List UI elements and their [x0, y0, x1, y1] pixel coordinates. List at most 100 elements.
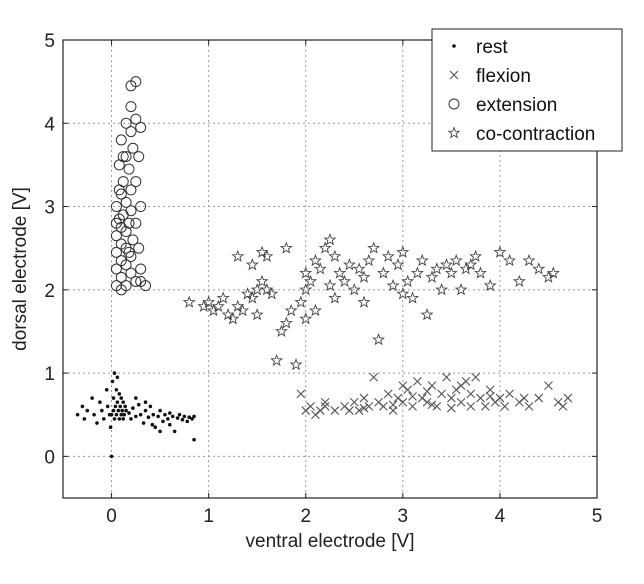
legend-label-co-contraction: co-contraction — [476, 124, 595, 145]
extension-point — [127, 234, 139, 246]
rest-point — [111, 396, 116, 400]
y-tick-label: 3 — [44, 198, 55, 219]
rest-point — [143, 408, 148, 413]
co-contraction-point — [226, 312, 240, 325]
rest-point — [150, 422, 155, 427]
extension-point — [123, 246, 135, 258]
flexion-point — [485, 392, 495, 401]
co-contraction-point — [265, 287, 279, 300]
rest-point — [143, 400, 148, 405]
rest-point — [153, 425, 158, 430]
co-contraction-point — [381, 249, 395, 263]
rest-point — [82, 417, 87, 421]
co-contraction-point — [250, 283, 264, 296]
co-contraction-point — [420, 308, 434, 321]
extension-point — [120, 226, 132, 238]
flexion-point — [422, 387, 432, 396]
flexion-point — [349, 397, 359, 407]
co-contraction-point — [236, 303, 250, 317]
legend-label-rest: rest — [476, 37, 508, 58]
axis-ticks: 0 1 2 3 4 5 0 1 2 3 4 5 — [44, 31, 602, 527]
legend-label-flexion: flexion — [476, 66, 531, 87]
rest-point — [121, 417, 125, 421]
y-tick-label: 0 — [44, 447, 55, 468]
rest-point — [123, 404, 127, 409]
rest-point — [95, 421, 99, 425]
rest-point — [148, 404, 153, 409]
rest-point — [98, 400, 102, 405]
rest-point — [177, 412, 182, 417]
co-contraction-point — [444, 266, 458, 279]
rest-point — [122, 412, 126, 417]
co-contraction-point — [483, 278, 497, 292]
extension-point — [135, 201, 147, 213]
rest-point — [105, 404, 110, 409]
flexion-point — [480, 402, 490, 411]
co-contraction-point — [338, 274, 352, 287]
grid-lines — [63, 39, 598, 498]
flexion-point — [398, 397, 408, 407]
rest-point — [117, 417, 122, 421]
flexion-point — [306, 402, 315, 411]
rest-point — [129, 417, 133, 421]
flexion-point — [446, 403, 456, 413]
co-contraction-point — [401, 274, 415, 287]
flexion-point — [519, 393, 529, 403]
series-co-contraction — [182, 233, 560, 371]
rest-point — [108, 425, 113, 430]
y-tick-label: 4 — [44, 114, 55, 135]
co-contraction-point — [406, 291, 419, 304]
x-tick-label: 5 — [592, 506, 603, 527]
co-contraction-point — [391, 258, 405, 271]
rest-point — [127, 411, 131, 415]
flexion-point — [412, 377, 422, 386]
co-contraction-point — [260, 249, 274, 263]
co-contraction-point — [245, 291, 259, 304]
flexion-point — [495, 393, 505, 403]
flexion-point — [422, 397, 432, 407]
rest-point — [117, 392, 122, 396]
x-tick-label: 2 — [300, 506, 311, 527]
extension-point — [115, 271, 127, 283]
co-contraction-point — [459, 262, 473, 275]
rest-point — [151, 412, 156, 417]
rest-point — [121, 400, 125, 405]
flexion-point — [408, 392, 417, 401]
flexion-point — [485, 385, 495, 395]
co-contraction-point — [274, 324, 288, 337]
co-contraction-point — [347, 283, 361, 296]
co-contraction-point — [376, 266, 390, 279]
flexion-point — [359, 393, 369, 403]
extension-point — [127, 142, 139, 154]
x-tick-label: 3 — [398, 506, 409, 527]
rest-point — [85, 408, 90, 413]
co-contraction-point — [464, 258, 478, 271]
x-tick-label: 0 — [106, 506, 117, 527]
extension-point — [110, 230, 122, 242]
rest-point — [118, 404, 123, 409]
co-contraction-point — [362, 253, 376, 267]
flexion-point — [456, 397, 466, 407]
flexion-point — [466, 402, 476, 411]
rest-point — [119, 396, 124, 400]
rest-point — [119, 412, 124, 417]
rest-point — [166, 417, 170, 421]
flexion-point — [500, 402, 510, 411]
flexion-point — [330, 406, 340, 415]
co-contraction-point — [328, 249, 342, 263]
co-contraction-point — [231, 249, 245, 263]
flexion-point — [558, 402, 568, 411]
rest-point — [75, 412, 80, 417]
extension-point — [133, 151, 145, 163]
co-contraction-point — [308, 303, 322, 317]
rest-point — [134, 396, 138, 400]
rest-point — [156, 414, 160, 419]
co-contraction-point — [255, 274, 269, 287]
legend-marker-extension — [448, 98, 460, 110]
co-contraction-point — [299, 283, 313, 296]
co-contraction-point — [415, 253, 429, 267]
co-contraction-point — [386, 278, 400, 292]
legend-marker-co-contraction — [447, 126, 461, 139]
rest-point — [134, 414, 138, 419]
co-contraction-point — [299, 266, 313, 279]
